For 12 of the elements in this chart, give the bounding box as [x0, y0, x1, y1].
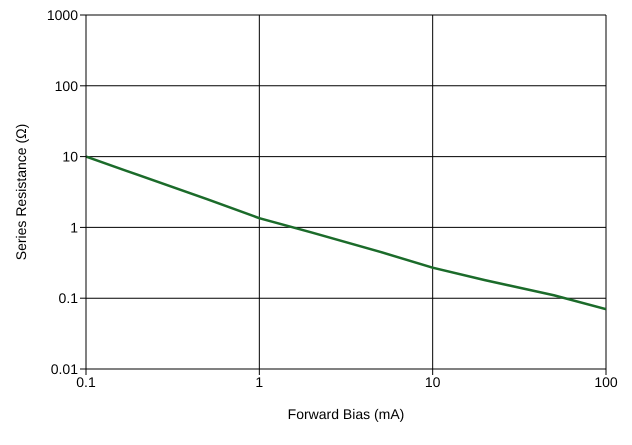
x-axis-title: Forward Bias (mA): [288, 406, 404, 422]
x-tick-label: 1: [255, 374, 264, 390]
y-axis-title: Series Resistance (Ω): [12, 124, 29, 260]
y-tick-label: 1000: [46, 6, 78, 23]
y-tick-label: 10: [62, 148, 78, 165]
x-tick-label: 100: [594, 374, 618, 390]
x-tick-label: 0.1: [76, 374, 96, 390]
y-tick-label: 0.1: [58, 290, 78, 306]
y-tick-label: 100: [54, 78, 78, 94]
y-tick-label: 0.01: [50, 360, 78, 377]
x-tick-label: 10: [424, 374, 441, 390]
y-tick-label: 1: [70, 219, 78, 236]
